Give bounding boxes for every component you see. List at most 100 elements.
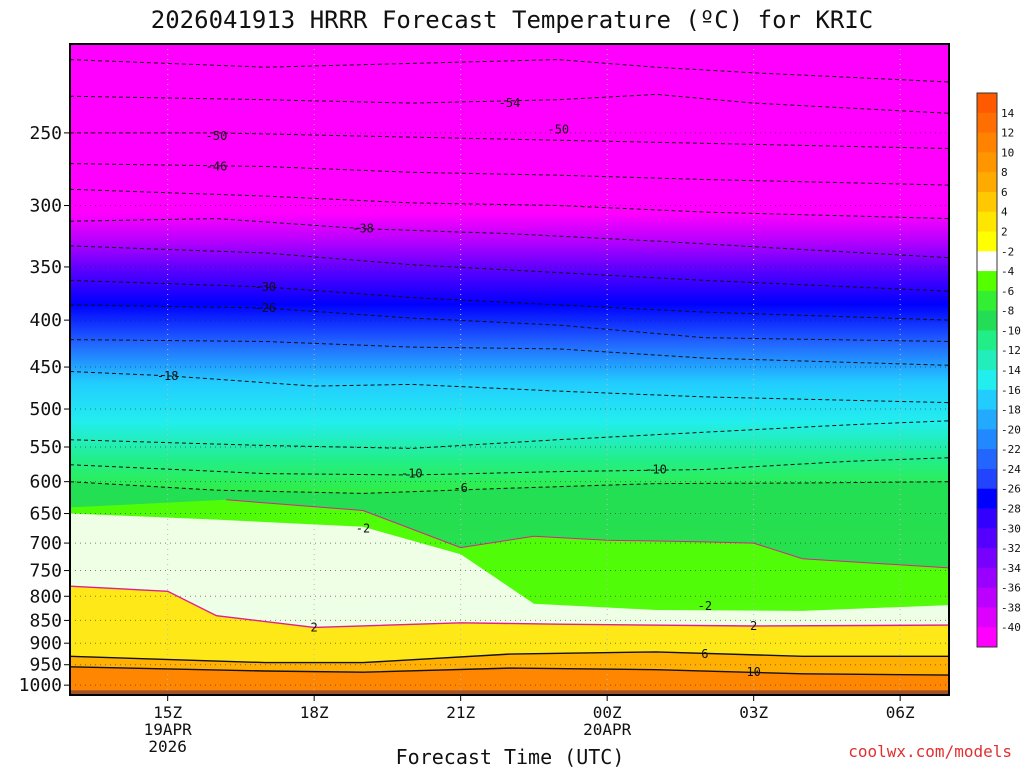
x-tick-label: 20APR <box>583 720 632 739</box>
contour-label: 6 <box>701 647 708 661</box>
isotherm-minus-46 <box>70 163 949 186</box>
y-tick-label: 450 <box>29 357 62 378</box>
y-tick-label: 300 <box>29 196 62 217</box>
contour-label: -10 <box>645 463 667 477</box>
colorbar-swatch <box>977 389 997 411</box>
colorbar-tick-label: -16 <box>1001 384 1021 397</box>
y-tick-label: 400 <box>29 310 62 331</box>
colorbar-frame <box>976 92 998 648</box>
colorbar-swatch <box>977 93 997 114</box>
colorbar-tick-label: -10 <box>1001 324 1021 337</box>
y-tick-label: 600 <box>29 472 62 493</box>
contour-label: -50 <box>547 123 569 137</box>
colorbar-swatch <box>977 449 997 470</box>
colorbar-swatch <box>977 112 997 134</box>
contour-label: -2 <box>356 522 370 536</box>
colorbar-tick-label: 12 <box>1001 127 1014 140</box>
colorbar-tick-label: 4 <box>1001 206 1008 219</box>
isotherm-10 <box>70 666 949 676</box>
colorbar-swatch <box>977 211 997 232</box>
contour-label: -30 <box>254 280 276 294</box>
y-tick-label: 500 <box>29 399 62 420</box>
x-tick-label: 03Z <box>739 703 768 722</box>
colorbar-swatch <box>977 370 997 391</box>
colorbar-swatch <box>977 132 997 153</box>
colorbar-swatch <box>977 567 997 589</box>
isotherm-minus-26 <box>70 304 949 342</box>
colorbar-swatch <box>977 607 997 628</box>
colorbar-tick-label: -24 <box>1001 463 1021 476</box>
colorbar-swatch <box>977 528 997 549</box>
colorbar-swatch <box>977 290 997 312</box>
plot-frame <box>69 43 950 696</box>
x-tick-label: 18Z <box>300 703 329 722</box>
y-tick-label: 700 <box>29 533 62 554</box>
x-tick-label: 2026 <box>148 737 187 756</box>
colorbar-tick-label: -30 <box>1001 522 1021 535</box>
y-tick-label: 800 <box>29 586 62 607</box>
colorbar-tick-label: 10 <box>1001 146 1014 159</box>
contour-label: 10 <box>746 665 760 679</box>
colorbar-swatch <box>977 627 997 648</box>
colorbar-swatch <box>977 350 997 371</box>
colorbar-swatch <box>977 172 997 193</box>
contour-label: -46 <box>206 159 228 173</box>
isotherm-6 <box>70 651 949 664</box>
contour-label: 2 <box>750 619 757 633</box>
colorbar-tick-label: -20 <box>1001 423 1021 436</box>
colorbar-swatch <box>977 488 997 509</box>
colorbar-tick-label: -40 <box>1001 621 1021 634</box>
x-tick-label: 06Z <box>886 703 915 722</box>
colorbar-swatch <box>977 468 997 490</box>
y-tick-label: 650 <box>29 504 62 525</box>
colorbar-tick-label: -38 <box>1001 601 1021 614</box>
colorbar-swatch <box>977 251 997 272</box>
credit-text: coolwx.com/models <box>848 742 1012 761</box>
y-tick-label: 750 <box>29 561 62 582</box>
x-tick-label: 19APR <box>144 720 193 739</box>
contour-label: -6 <box>453 481 467 495</box>
colorbar-tick-label: -26 <box>1001 483 1021 496</box>
isotherm-minus-2 <box>226 499 949 569</box>
colorbar-tick-label: -18 <box>1001 404 1021 417</box>
y-tick-label: 950 <box>29 655 62 676</box>
colorbar-tick-label: -34 <box>1001 562 1021 575</box>
colorbar-tick-label: 8 <box>1001 166 1008 179</box>
plot-area: -54-50 -50-46-38-30-26-18-10 -10-6-22 2-261… <box>70 44 949 695</box>
colorbar-tick-label: -12 <box>1001 344 1021 357</box>
terrain-band <box>70 690 949 695</box>
y-tick-label: 350 <box>29 257 62 278</box>
isotherm-minus-22 <box>70 339 949 366</box>
colorbar-swatch <box>977 191 997 213</box>
y-tick-label: 850 <box>29 610 62 631</box>
colorbar-swatch <box>977 310 997 331</box>
contour-label: -54 <box>499 96 521 110</box>
colorbar-tick-label: -28 <box>1001 503 1021 516</box>
colorbar-swatch <box>977 587 997 608</box>
colorbar-swatch <box>977 231 997 252</box>
contour-label: -2 <box>698 599 712 613</box>
contour-label: -18 <box>157 369 179 383</box>
band-warm <box>70 666 949 695</box>
colorbar-tick-label: -2 <box>1001 245 1014 258</box>
colorbar-legend: 14 12 10 8 6 4 2 -2 -4 -6 -8 -10 -12 -14 -16 -18 -20 -22 -… <box>976 92 1021 648</box>
colorbar-swatch <box>977 409 997 430</box>
colorbar-tick-label: -36 <box>1001 582 1021 595</box>
isotherm-2 <box>70 585 949 629</box>
isotherm-minus-42 <box>70 188 949 220</box>
colorbar-tick-label: -14 <box>1001 364 1021 377</box>
contour-label: -26 <box>254 301 276 315</box>
colorbar-swatch <box>977 508 997 529</box>
contour-label: -50 <box>206 129 228 143</box>
chart-title: 2026041913 HRRR Forecast Temperature (ºC… <box>151 6 873 34</box>
y-axis: 2503003504004505005506006507007508008509… <box>19 123 70 696</box>
colorbar-tick-label: 2 <box>1001 226 1008 239</box>
colorbar-swatch <box>977 271 997 292</box>
isotherm-minus-34 <box>70 245 949 292</box>
colorbar-tick-label: -4 <box>1001 265 1015 278</box>
x-tick-label: 00Z <box>593 703 622 722</box>
x-tick-label: 21Z <box>446 703 475 722</box>
colorbar-swatch <box>977 152 997 173</box>
